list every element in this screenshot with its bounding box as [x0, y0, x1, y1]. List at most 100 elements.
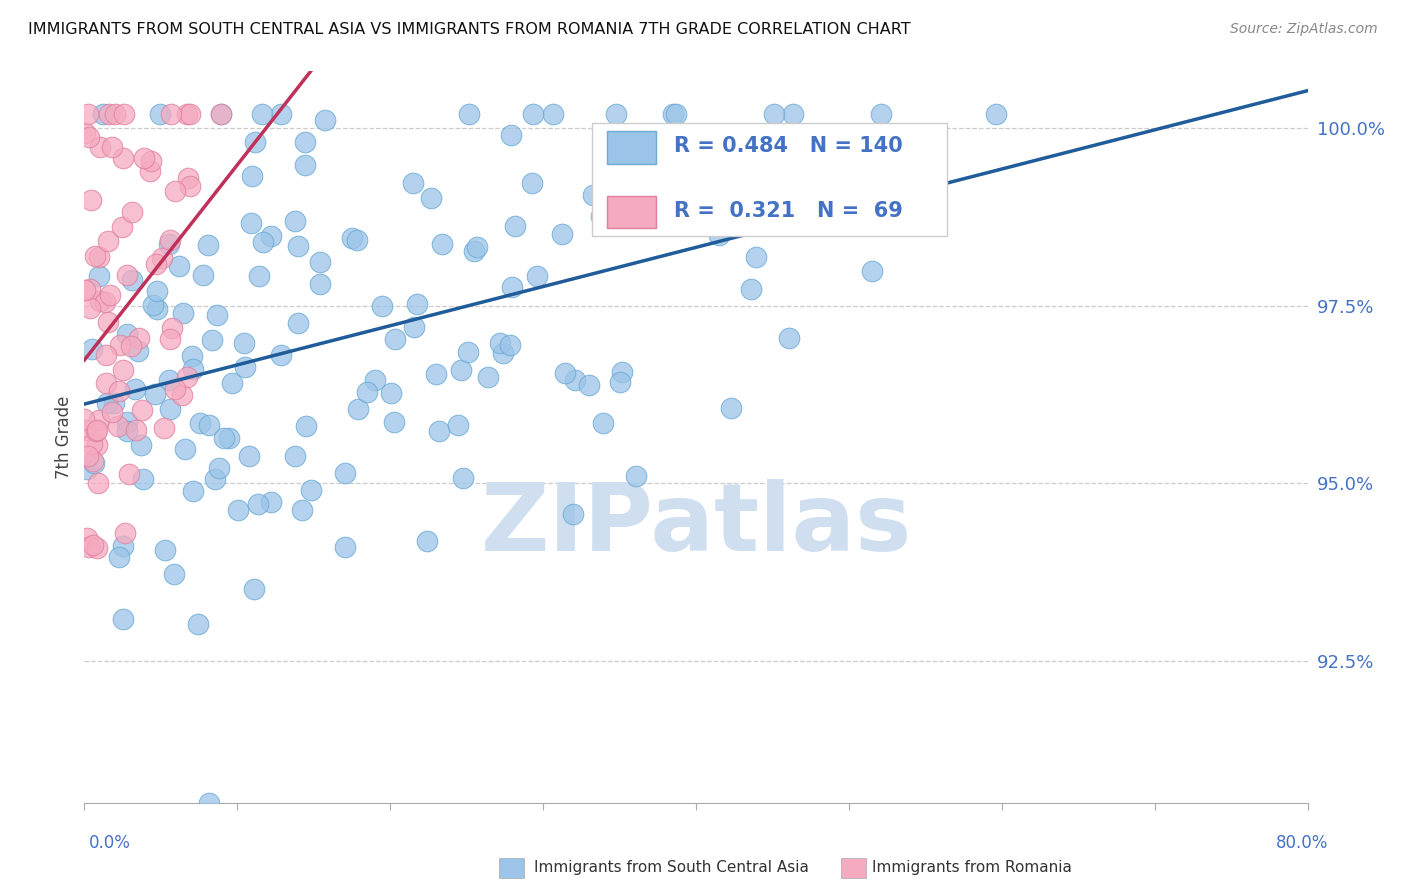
Point [405, 297, 427, 311]
Point [177, 170, 200, 185]
Point [114, 526, 136, 541]
Point [159, 332, 181, 346]
Point [142, 298, 165, 312]
Point [91, 107, 114, 121]
Point [598, 193, 620, 207]
Point [146, 302, 169, 317]
Point [260, 228, 283, 243]
Point [589, 209, 612, 223]
Point [104, 107, 127, 121]
Point [111, 612, 134, 626]
Point [249, 268, 271, 283]
Point [84, 249, 107, 263]
Point [501, 128, 523, 142]
Point [149, 107, 172, 121]
Point [89, 139, 111, 153]
Text: Immigrants from South Central Asia: Immigrants from South Central Asia [534, 860, 810, 874]
Point [96, 396, 118, 410]
Point [159, 233, 181, 247]
Point [139, 153, 162, 168]
Point [97, 234, 120, 248]
Point [197, 796, 219, 810]
Point [204, 472, 226, 486]
Point [762, 107, 785, 121]
Point [207, 308, 229, 322]
Point [610, 365, 633, 379]
Point [120, 339, 142, 353]
Point [111, 539, 134, 553]
Point [212, 431, 235, 445]
Point [100, 140, 122, 154]
Point [73, 424, 96, 438]
Point [501, 280, 523, 294]
Point [94, 295, 117, 310]
Point [238, 449, 260, 463]
Point [115, 424, 138, 438]
Text: Source: ZipAtlas.com: Source: ZipAtlas.com [1230, 22, 1378, 37]
Point [243, 135, 266, 149]
Point [132, 472, 155, 486]
Text: Immigrants from Romania: Immigrants from Romania [872, 860, 1071, 874]
Point [77, 130, 100, 145]
Point [592, 417, 614, 431]
Point [291, 503, 314, 517]
Point [127, 344, 149, 359]
Point [662, 107, 685, 121]
Point [124, 382, 146, 396]
Point [112, 107, 135, 121]
Point [94, 348, 117, 362]
Point [107, 419, 129, 434]
Point [107, 384, 129, 398]
Point [294, 135, 316, 149]
Point [745, 251, 768, 265]
Point [117, 326, 139, 341]
Point [165, 184, 187, 198]
Point [243, 582, 266, 596]
Point [80, 437, 103, 451]
Point [181, 484, 204, 499]
Point [111, 151, 134, 165]
Point [287, 316, 309, 330]
Text: R = 0.484   N = 140: R = 0.484 N = 140 [673, 136, 903, 156]
Point [86, 437, 108, 451]
Point [720, 401, 742, 416]
Point [97, 315, 120, 329]
Point [86, 423, 108, 437]
Point [76, 461, 98, 475]
Point [180, 349, 202, 363]
Point [125, 423, 148, 437]
Point [503, 219, 526, 233]
Point [707, 228, 730, 243]
Point [80, 342, 103, 356]
Point [221, 376, 243, 390]
Point [384, 332, 406, 346]
Point [89, 250, 111, 264]
Point [380, 385, 402, 400]
Point [270, 107, 292, 121]
Point [82, 538, 104, 552]
Point [191, 268, 214, 282]
Point [465, 240, 488, 254]
Point [665, 107, 688, 121]
Point [551, 227, 574, 242]
Point [364, 373, 387, 387]
Point [176, 369, 198, 384]
Point [170, 388, 193, 402]
Point [98, 107, 121, 121]
Point [209, 107, 232, 121]
Point [176, 107, 198, 121]
Point [157, 236, 180, 251]
Y-axis label: 7th Grade: 7th Grade [55, 395, 73, 479]
Point [131, 402, 153, 417]
Point [76, 531, 98, 545]
Point [79, 540, 101, 554]
Point [562, 507, 585, 521]
Point [295, 418, 318, 433]
Point [308, 277, 330, 291]
Point [489, 335, 512, 350]
Point [250, 107, 273, 121]
Point [458, 107, 481, 121]
Text: IMMIGRANTS FROM SOUTH CENTRAL ASIA VS IMMIGRANTS FROM ROMANIA 7TH GRADE CORRELAT: IMMIGRANTS FROM SOUTH CENTRAL ASIA VS IM… [28, 22, 911, 37]
Point [430, 237, 453, 252]
Point [86, 541, 108, 556]
